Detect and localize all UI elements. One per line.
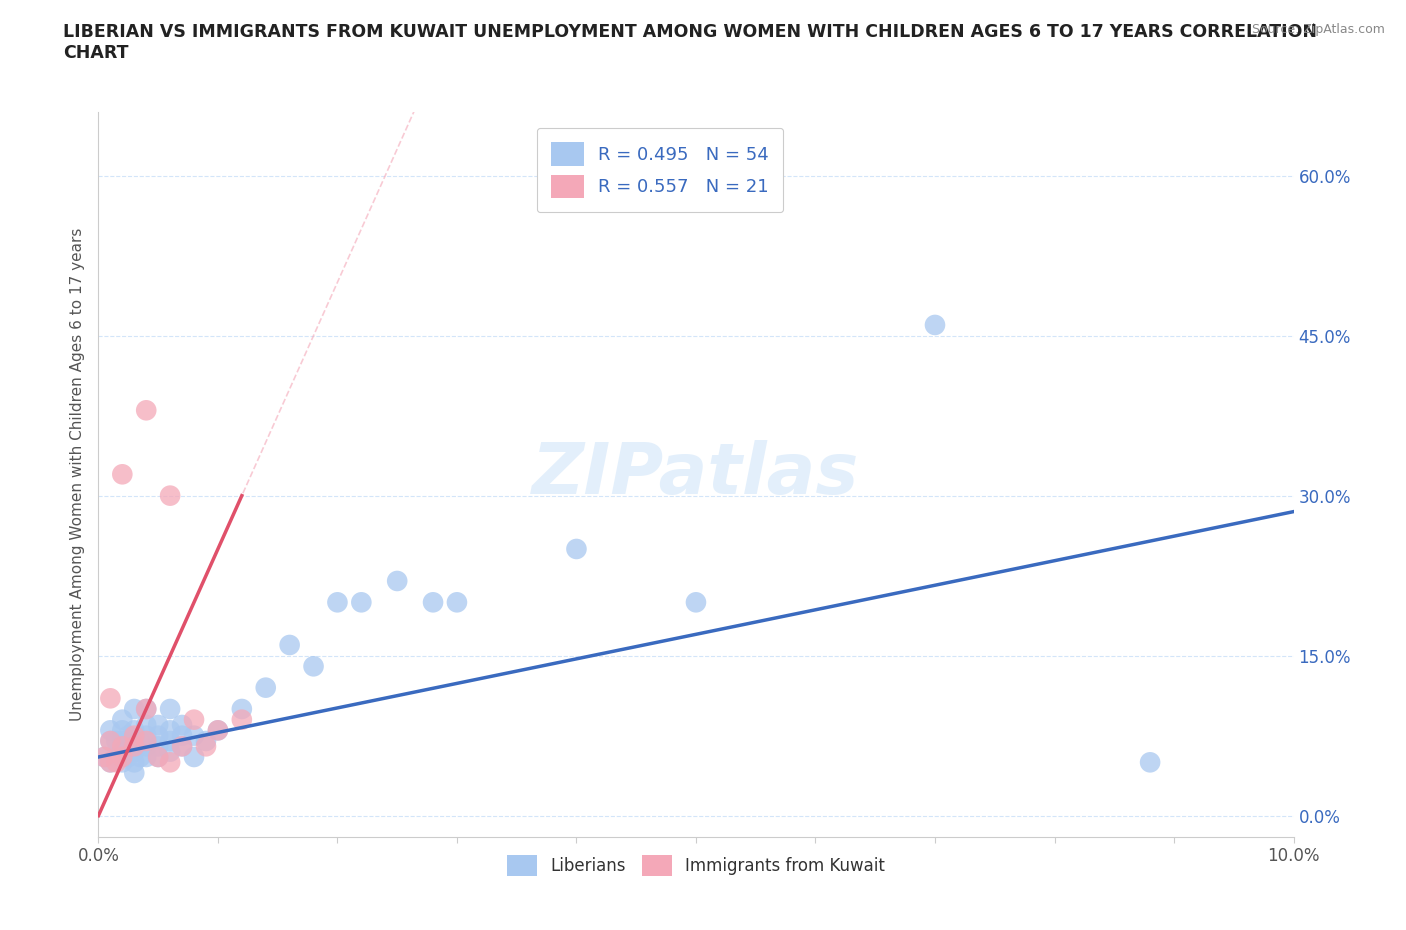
Point (124, 723, 146, 737)
Point (148, 718, 170, 733)
Point (105, 755, 128, 770)
Point (93, 750, 115, 764)
Point (124, 765, 146, 780)
Point (422, 595, 444, 610)
Point (135, 403, 157, 418)
Point (159, 701, 181, 716)
Point (124, 744, 146, 759)
Point (231, 701, 253, 716)
Point (172, 718, 194, 733)
Point (195, 738, 218, 753)
Point (98, 723, 122, 737)
Point (183, 750, 205, 764)
Point (685, 595, 707, 610)
Text: ZIPatlas: ZIPatlas (533, 440, 859, 509)
Point (135, 701, 157, 716)
Point (93, 750, 115, 764)
Point (124, 728, 146, 743)
Point (254, 680, 277, 695)
Point (385, 574, 409, 589)
Point (129, 734, 152, 749)
Point (159, 744, 181, 759)
Point (159, 734, 181, 749)
Point (326, 595, 349, 610)
Point (105, 734, 128, 749)
Point (98, 734, 122, 749)
Point (124, 701, 146, 716)
Point (111, 712, 134, 727)
Point (159, 723, 181, 737)
Point (278, 638, 301, 653)
Point (124, 738, 146, 753)
Point (117, 750, 139, 764)
Point (135, 734, 157, 749)
Point (135, 750, 157, 764)
Point (1139, 755, 1161, 770)
Point (172, 728, 194, 743)
Point (207, 723, 229, 737)
Point (111, 723, 134, 737)
Point (98, 755, 122, 770)
Point (183, 728, 205, 743)
Point (172, 738, 194, 753)
Point (124, 734, 146, 749)
Text: LIBERIAN VS IMMIGRANTS FROM KUWAIT UNEMPLOYMENT AMONG WOMEN WITH CHILDREN AGES 6: LIBERIAN VS IMMIGRANTS FROM KUWAIT UNEMP… (63, 23, 1317, 62)
Point (565, 541, 588, 556)
Point (207, 723, 229, 737)
Point (350, 595, 373, 610)
Point (111, 467, 134, 482)
Point (148, 738, 170, 753)
Legend: Liberians, Immigrants from Kuwait: Liberians, Immigrants from Kuwait (501, 848, 891, 884)
Point (105, 750, 128, 764)
Point (135, 728, 157, 743)
Point (148, 750, 170, 764)
Text: Source: ZipAtlas.com: Source: ZipAtlas.com (1251, 23, 1385, 36)
Point (148, 728, 170, 743)
Point (129, 750, 152, 764)
Point (924, 317, 946, 332)
Point (117, 728, 139, 743)
Point (98, 734, 122, 749)
Point (148, 750, 170, 764)
Point (183, 712, 205, 727)
Point (111, 738, 134, 753)
Point (98, 755, 122, 770)
Y-axis label: Unemployment Among Women with Children Ages 6 to 17 years: Unemployment Among Women with Children A… (69, 228, 84, 721)
Point (135, 718, 157, 733)
Point (231, 712, 253, 727)
Point (446, 595, 468, 610)
Point (159, 755, 181, 770)
Point (135, 701, 157, 716)
Point (302, 658, 325, 673)
Point (124, 755, 146, 770)
Point (172, 738, 194, 753)
Point (111, 734, 134, 749)
Point (98, 691, 122, 706)
Point (195, 734, 218, 749)
Point (111, 755, 134, 770)
Point (111, 750, 134, 764)
Point (135, 738, 157, 753)
Point (111, 744, 134, 759)
Point (159, 488, 181, 503)
